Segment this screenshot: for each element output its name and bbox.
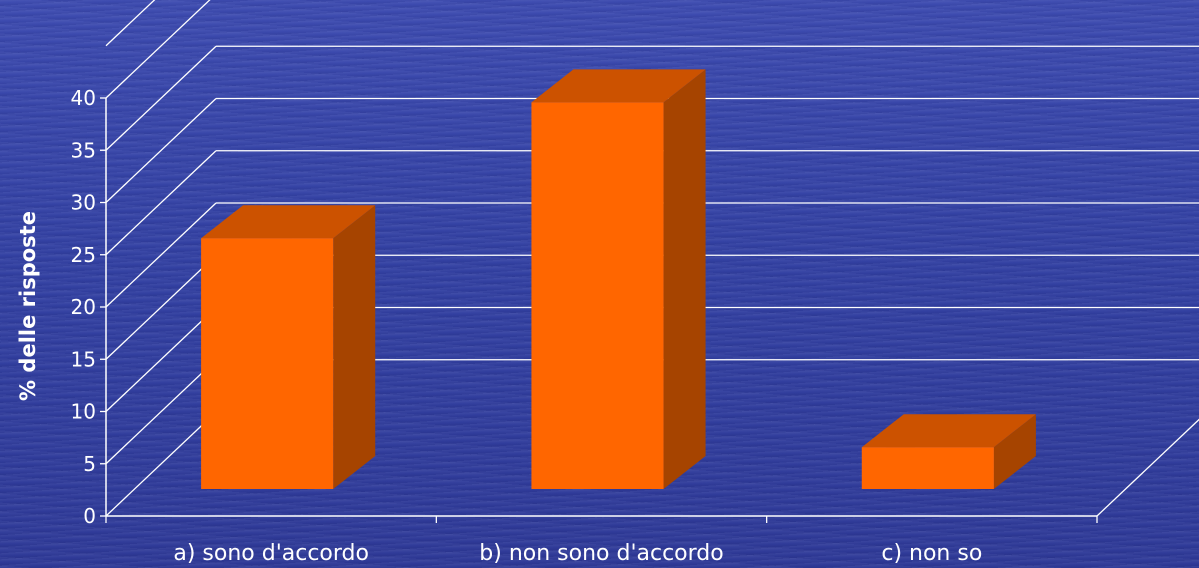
gridline-side-35 xyxy=(105,45,217,151)
floor-left-edge xyxy=(105,411,217,517)
gridline-side-40 xyxy=(105,0,211,99)
gridline-side-5 xyxy=(105,359,217,465)
y-tick-label-15: 15 xyxy=(71,347,96,371)
floor-right-edge xyxy=(1096,418,1199,517)
gridline-side-20 xyxy=(105,202,217,308)
bar-layer xyxy=(201,69,1036,489)
y-axis-label: % delle risposte xyxy=(16,211,40,401)
bar-front-1 xyxy=(201,238,334,489)
axis-layer xyxy=(100,97,1199,523)
bar-top-3 xyxy=(861,414,1036,448)
y-tick-label-25: 25 xyxy=(71,243,96,267)
y-tick-label-35: 35 xyxy=(71,138,96,162)
gridline-side-25 xyxy=(105,150,217,256)
y-tick-label-30: 30 xyxy=(71,191,96,215)
label-layer: 0 5 10 15 20 25 30 35 40 a) sono d'accordo b) non … xyxy=(71,86,983,566)
bar-1 xyxy=(201,205,376,489)
x-category-label-2: b) non sono d'accordo xyxy=(479,541,723,566)
y-tick-label-20: 20 xyxy=(71,295,96,319)
bar-side-1 xyxy=(333,205,376,489)
y-tick-label-10: 10 xyxy=(71,400,96,424)
gridline-side-30 xyxy=(105,98,217,203)
bar-top-1 xyxy=(201,205,376,239)
y-tick-label-5: 5 xyxy=(83,452,96,476)
x-category-label-1: a) sono d'accordo xyxy=(173,541,369,566)
bar-side-2 xyxy=(663,69,706,489)
bar-top-2 xyxy=(531,69,706,103)
x-category-label-3: c) non so xyxy=(881,541,982,566)
bar-side-3 xyxy=(993,414,1036,489)
y-tick-label-0: 0 xyxy=(83,504,96,528)
gridline-side-15 xyxy=(105,254,217,360)
gridline-side-top xyxy=(105,0,156,47)
bar-3 xyxy=(861,414,1036,489)
bar-front-2 xyxy=(531,102,664,489)
bar-2 xyxy=(531,69,706,489)
y-tick-label-40: 40 xyxy=(71,86,96,110)
gridline-side-10 xyxy=(105,307,217,412)
grid-layer xyxy=(105,0,1199,465)
bar-front-3 xyxy=(861,447,994,489)
